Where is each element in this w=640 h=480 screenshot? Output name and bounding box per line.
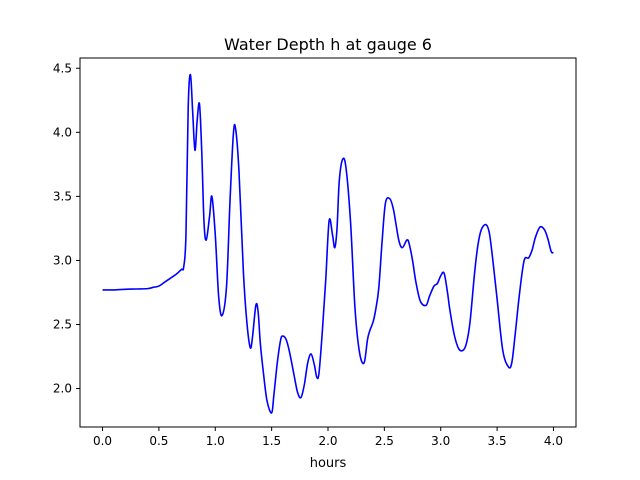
y-axis: 2.0 2.5 3.0 3.5 4.0 4.5	[53, 61, 80, 396]
x-tick-label: 2.5	[375, 434, 394, 448]
y-tick-label: 4.5	[53, 61, 72, 75]
series-line-0	[102, 73, 554, 414]
x-axis: 0.0 0.5 1.0 1.5 2.0 2.5 3.0 3.5 4.0	[93, 427, 563, 448]
chart-title: Water Depth h at gauge 6	[224, 35, 432, 54]
x-axis-label: hours	[310, 456, 347, 471]
x-tick-label: 1.0	[206, 434, 225, 448]
y-tick-label: 2.0	[53, 382, 72, 396]
x-tick-label: 0.5	[149, 434, 168, 448]
x-tick-label: 4.0	[544, 434, 563, 448]
x-tick-label: 1.5	[262, 434, 281, 448]
x-tick-label: 2.0	[318, 434, 337, 448]
y-tick-label: 3.0	[53, 253, 72, 267]
y-tick-label: 2.5	[53, 318, 72, 332]
x-tick-label: 3.5	[488, 434, 507, 448]
plot-line-layer	[102, 73, 554, 414]
x-tick-label: 3.0	[431, 434, 450, 448]
x-tick-label: 0.0	[93, 434, 112, 448]
y-tick-label: 4.0	[53, 125, 72, 139]
y-tick-label: 3.5	[53, 189, 72, 203]
